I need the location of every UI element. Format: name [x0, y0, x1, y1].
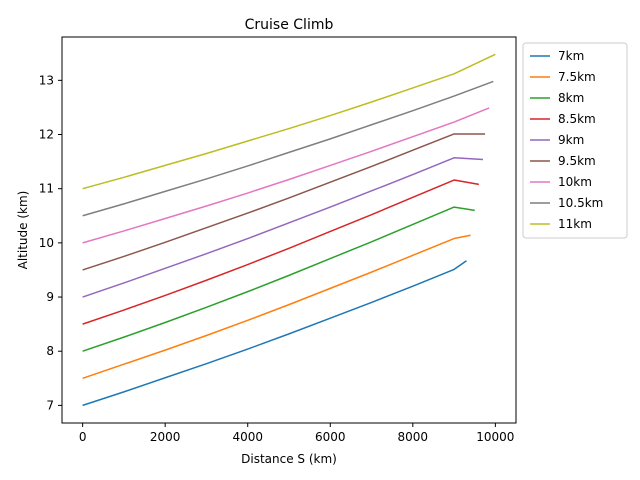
legend-entry: 10.5km [558, 196, 603, 210]
y-tick-label: 10 [39, 236, 54, 250]
plot-frame [61, 36, 517, 424]
series-line-10-5km [82, 80, 494, 217]
legend-entry: 7km [558, 49, 584, 63]
x-tick-label: 2000 [150, 430, 181, 444]
y-axis-label: Altitude (km) [16, 191, 30, 270]
y-tick-label: 12 [39, 128, 54, 142]
legend-entry: 9km [558, 133, 584, 147]
series-group [82, 53, 496, 407]
series-line-7km [82, 260, 467, 407]
y-axis: 7 8 9 10 11 12 13 [39, 73, 62, 412]
x-tick-label: 8000 [398, 430, 429, 444]
series-line-10km [82, 107, 490, 244]
x-axis: 0 2000 4000 6000 8000 10000 [79, 423, 514, 444]
chart-title: Cruise Climb [245, 17, 334, 33]
series-line-9km [82, 157, 484, 298]
y-tick-label: 8 [46, 344, 54, 358]
y-tick-label: 7 [46, 398, 54, 412]
plot-area: 0 2000 4000 6000 8000 10000 7 8 9 10 11 12 13 [39, 36, 517, 444]
x-axis-label: Distance S (km) [241, 452, 337, 466]
series-line-9-5km [82, 133, 486, 271]
legend-entry: 10km [558, 175, 592, 189]
x-tick-label: 6000 [315, 430, 346, 444]
x-tick-label: 0 [79, 430, 87, 444]
x-tick-label: 4000 [232, 430, 263, 444]
x-tick-label: 10000 [476, 430, 514, 444]
series-line-8-5km [82, 179, 479, 325]
legend-entry: 9.5km [558, 154, 596, 168]
series-line-8km [82, 206, 475, 352]
legend: 7km 7.5km 8km 8.5km 9km 9.5km 10km 10.5km 11km [522, 42, 628, 239]
series-line-11km [82, 53, 496, 190]
plot-background [62, 37, 516, 423]
y-tick-label: 11 [39, 182, 54, 196]
legend-entry: 7.5km [558, 70, 596, 84]
legend-entry: 11km [558, 217, 592, 231]
legend-entry: 8km [558, 91, 584, 105]
y-tick-label: 9 [46, 290, 54, 304]
y-tick-label: 13 [39, 73, 54, 87]
series-line-7-5km [82, 234, 471, 380]
legend-box [522, 42, 628, 239]
legend-entry: 8.5km [558, 112, 596, 126]
